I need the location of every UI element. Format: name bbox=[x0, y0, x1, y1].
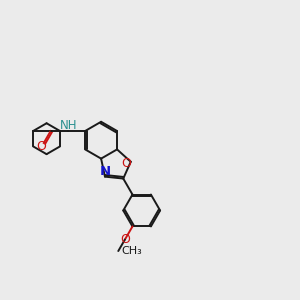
Text: O: O bbox=[37, 140, 46, 153]
Text: N: N bbox=[99, 165, 110, 178]
Text: O: O bbox=[120, 233, 130, 246]
Text: NH: NH bbox=[60, 119, 78, 132]
Text: CH₃: CH₃ bbox=[122, 246, 142, 256]
Text: O: O bbox=[121, 157, 131, 170]
